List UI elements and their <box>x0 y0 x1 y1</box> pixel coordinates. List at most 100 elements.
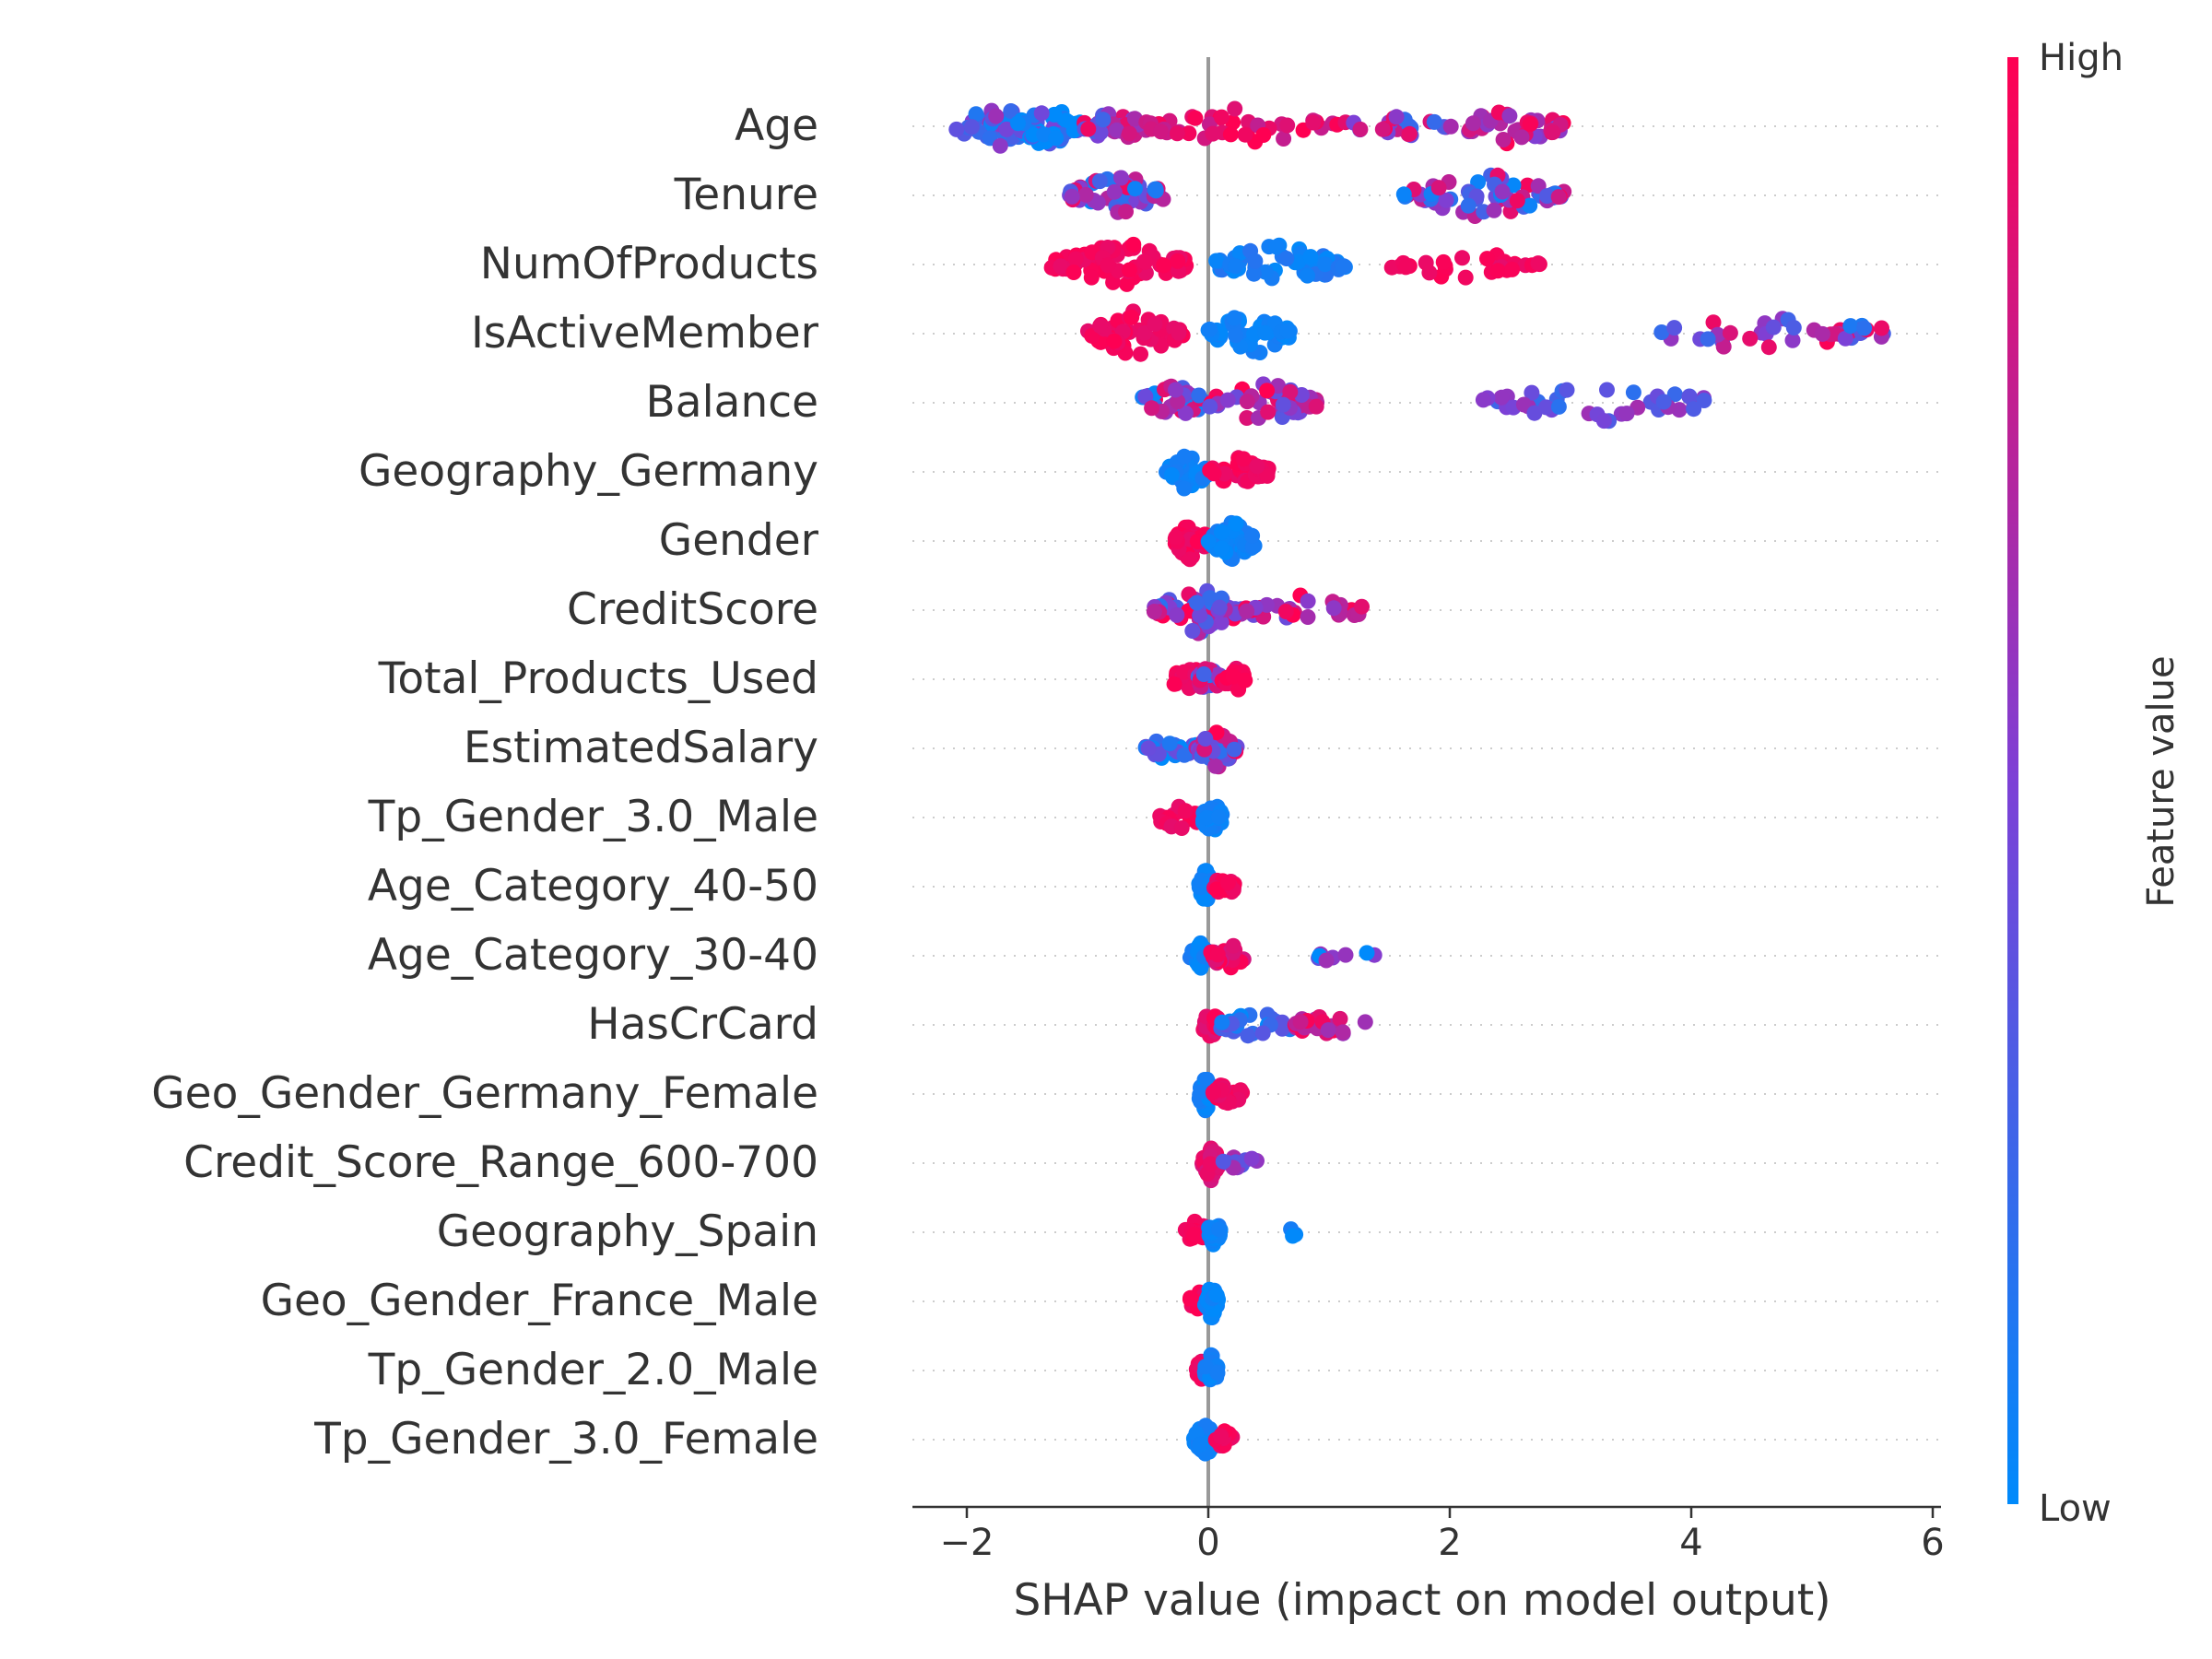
shap-point <box>1219 875 1236 891</box>
shap-point <box>1842 318 1859 335</box>
shap-point <box>1136 324 1153 341</box>
shap-point <box>1046 106 1063 123</box>
shap-point <box>1282 383 1299 400</box>
shap-point <box>1124 309 1140 325</box>
shap-point <box>1121 262 1137 278</box>
shap-point <box>1495 132 1512 147</box>
shap-point <box>1147 182 1164 199</box>
shap-point <box>1170 394 1186 410</box>
shap-point <box>1181 125 1197 142</box>
shap-point <box>1228 258 1244 275</box>
shap-point <box>1479 251 1495 267</box>
shap-point <box>1176 480 1193 497</box>
shap-point <box>1036 126 1053 143</box>
shap-point <box>1246 265 1262 282</box>
feature-label: IsActiveMember <box>471 308 819 359</box>
shap-point <box>1277 604 1294 619</box>
shap-point <box>1300 593 1316 609</box>
shap-point <box>1308 398 1324 415</box>
feature-label: CreditScore <box>567 584 818 635</box>
shap-point <box>1460 197 1477 214</box>
shap-point <box>1856 320 1873 336</box>
shap-point <box>1256 324 1273 341</box>
shap-point <box>968 106 984 123</box>
shap-point <box>1550 398 1567 415</box>
shap-point <box>1515 396 1532 413</box>
shap-point <box>1292 1014 1309 1030</box>
shap-point <box>1209 1365 1226 1382</box>
shap-point <box>1083 269 1100 286</box>
shap-point <box>1168 529 1184 546</box>
feature-label: Geo_Gender_France_Male <box>261 1276 818 1326</box>
feature-label: Gender <box>659 515 819 566</box>
shap-point <box>1276 131 1292 147</box>
shap-point <box>1106 333 1123 349</box>
feature-label: Geography_Germany <box>359 446 818 497</box>
shap-points <box>948 100 1891 1462</box>
shap-point <box>1067 251 1084 267</box>
shap-point <box>1401 125 1418 142</box>
shap-point <box>1354 598 1370 615</box>
shap-point <box>1189 594 1205 611</box>
shap-point <box>1526 405 1543 421</box>
shap-point <box>1146 604 1162 619</box>
shap-point <box>1454 250 1470 266</box>
shap-point <box>1121 125 1137 142</box>
shap-point <box>1213 614 1230 630</box>
shap-point <box>1208 253 1225 269</box>
shap-point <box>1192 607 1208 624</box>
shap-point <box>1524 384 1540 401</box>
shap-point <box>1388 109 1405 125</box>
shap-point <box>1244 527 1261 544</box>
shap-point <box>1539 188 1555 205</box>
shap-point <box>1765 319 1782 335</box>
shap-point <box>1785 320 1802 335</box>
shap-point <box>1137 253 1153 270</box>
shap-point <box>1169 606 1185 623</box>
feature-label: Tp_Gender_3.0_Female <box>313 1414 818 1465</box>
shap-point <box>1053 258 1069 275</box>
shap-point <box>1125 236 1142 253</box>
shap-point <box>1696 393 1712 408</box>
shap-point <box>1186 1226 1203 1242</box>
shap-point <box>1225 668 1241 685</box>
shap-point <box>1173 820 1190 836</box>
shap-point <box>1171 324 1187 341</box>
shap-point <box>1213 540 1230 557</box>
colorbar-title: Feature value <box>2140 655 2183 907</box>
shap-point <box>1545 124 1561 140</box>
shap-point <box>1470 174 1487 191</box>
shap-point <box>1595 413 1612 429</box>
shap-point <box>1837 330 1853 347</box>
shap-point <box>1147 316 1163 332</box>
shap-point <box>1177 405 1194 421</box>
shap-point <box>1509 193 1525 209</box>
shap-point <box>1127 181 1143 197</box>
shap-point <box>1205 1084 1221 1100</box>
shap-point <box>948 121 965 137</box>
shap-point <box>1395 186 1412 203</box>
feature-label: Total_Products_Used <box>378 653 818 704</box>
shap-point <box>1080 121 1097 137</box>
shap-point <box>1335 258 1352 275</box>
shap-point <box>1033 105 1050 122</box>
feature-label: Age_Category_40-50 <box>368 861 818 912</box>
shap-point <box>1227 100 1243 117</box>
shap-point <box>1274 1014 1290 1030</box>
shap-point <box>1133 346 1148 362</box>
shap-point <box>1300 609 1316 625</box>
shap-point <box>1210 1221 1227 1238</box>
shap-point <box>1144 400 1160 417</box>
shap-point <box>1874 320 1889 336</box>
shap-point <box>1118 204 1134 220</box>
shap-point <box>1760 339 1777 356</box>
shap-point <box>1209 947 1226 963</box>
shap-point <box>1211 599 1228 616</box>
x-axis-label: SHAP value (impact on model output) <box>1013 1575 1830 1626</box>
x-tick-label: −2 <box>940 1522 994 1564</box>
shap-point <box>1168 382 1183 398</box>
shap-point <box>1442 118 1459 135</box>
shap-point <box>988 108 1005 124</box>
shap-point <box>1475 392 1491 408</box>
shap-point <box>1176 747 1193 763</box>
